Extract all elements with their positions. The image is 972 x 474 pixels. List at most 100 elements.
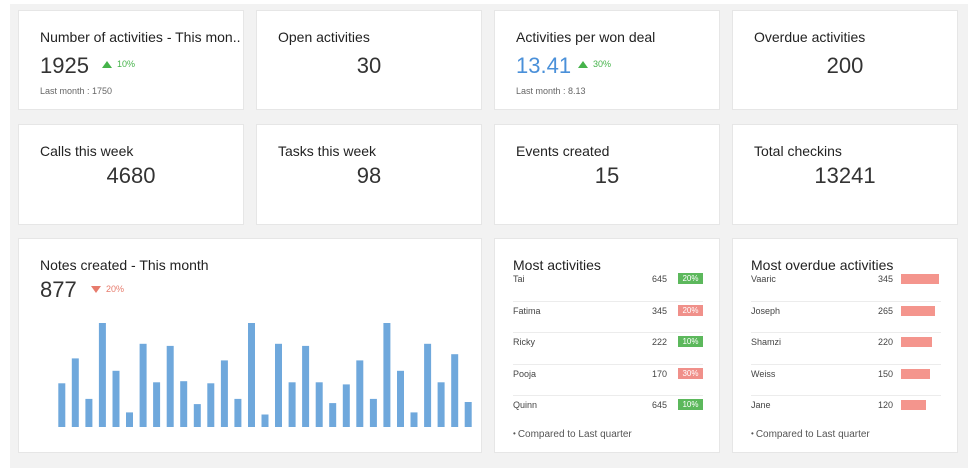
card-title: Events created <box>516 143 610 159</box>
list-item[interactable]: Weiss 150 <box>751 365 941 396</box>
arrow-down-icon <box>91 285 101 293</box>
card-value: 4680 <box>106 163 156 188</box>
list-item-name: Vaaric <box>751 274 776 284</box>
chart-bar[interactable] <box>98 323 106 427</box>
dashboard: Number of activities - This mon.. 1925 1… <box>10 4 968 468</box>
trend-indicator: 30% <box>578 59 611 69</box>
card-title: Open activities <box>278 29 370 45</box>
asterisk-icon: • <box>751 429 754 438</box>
chart-bar[interactable] <box>153 382 161 427</box>
chart-bar[interactable] <box>437 382 445 427</box>
asterisk-icon: • <box>513 429 516 438</box>
list-item-name: Joseph <box>751 305 781 316</box>
chart-bar[interactable] <box>234 398 242 427</box>
list-item-value: 645 <box>651 400 667 410</box>
card-title: Tasks this week <box>278 143 377 159</box>
list-item[interactable]: Shamzi 220 <box>751 333 941 365</box>
chart-bar[interactable] <box>193 404 201 427</box>
card-open-activities[interactable]: Open activities 30 <box>256 10 482 110</box>
chart-bar[interactable] <box>248 323 255 427</box>
card-checkins[interactable]: Total checkins 13241 <box>732 124 958 225</box>
percent-badge: 20% <box>678 304 703 316</box>
trend-value: 20% <box>106 284 125 294</box>
card-value: 1925 <box>40 53 89 78</box>
chart-bar[interactable] <box>126 412 133 427</box>
chart-bar[interactable] <box>288 382 296 427</box>
card-tasks[interactable]: Tasks this week 98 <box>256 124 482 225</box>
chart-bar[interactable] <box>464 402 472 427</box>
chart-bar[interactable] <box>261 414 269 428</box>
list-item[interactable]: Vaaric 345 <box>751 270 941 302</box>
list-item[interactable]: Fatima 345 20% <box>513 302 703 333</box>
card-most-activities[interactable]: Most activities Tai 645 20% Fatima 345 20% Ric… <box>494 238 720 453</box>
list-item-value: 222 <box>651 337 667 347</box>
card-value: 200 <box>826 53 864 78</box>
list-item-value: 120 <box>877 400 893 410</box>
list-item-value: 170 <box>651 368 667 379</box>
notes-bar-chart <box>58 323 472 428</box>
chart-bar[interactable] <box>85 398 93 427</box>
chart-bar[interactable] <box>58 383 66 427</box>
chart-bar[interactable] <box>397 370 404 427</box>
card-value: 15 <box>594 163 620 188</box>
list-item-name: Quinn <box>513 400 538 410</box>
card-title: Calls this week <box>40 143 134 159</box>
list-item-name: Tai <box>513 274 525 284</box>
chart-bar[interactable] <box>315 382 323 427</box>
card-value: 13.41 <box>516 53 572 78</box>
percent-badge: 20% <box>678 273 703 284</box>
card-notes[interactable]: Notes created - This month 877 20% <box>18 238 482 453</box>
trend-indicator: 10% <box>102 59 135 69</box>
list-item-name: Shamzi <box>751 337 782 347</box>
chart-bar[interactable] <box>410 412 418 427</box>
list-item[interactable]: Tai 645 20% <box>513 270 703 302</box>
card-title: Total checkins <box>754 143 842 159</box>
list-item-value: 220 <box>877 337 893 347</box>
chart-bar[interactable] <box>451 354 459 427</box>
chart-bar[interactable] <box>112 370 120 427</box>
chart-bar[interactable] <box>302 345 310 427</box>
list-item-name: Fatima <box>513 305 541 316</box>
card-title: Overdue activities <box>754 29 866 45</box>
list-item-name: Ricky <box>513 337 535 347</box>
percent-badge: 10% <box>678 336 703 347</box>
chart-bar[interactable] <box>166 345 174 427</box>
footnote-text: Compared to Last quarter <box>755 429 870 440</box>
list-item[interactable]: Quinn 645 10% <box>513 396 703 428</box>
card-title: Number of activities - This mon.. <box>40 29 241 45</box>
percent-badge: 30% <box>678 367 703 379</box>
card-subtext: Last month : 8.13 <box>516 86 586 96</box>
chart-bar[interactable] <box>220 360 228 427</box>
chart-bar[interactable] <box>139 343 147 427</box>
footnote: • Compared to Last quarter <box>513 429 632 440</box>
card-title: Notes created - This month <box>40 257 209 273</box>
card-value: 877 <box>40 277 77 302</box>
chart-bar[interactable] <box>342 384 350 427</box>
list-item[interactable]: Pooja 170 30% <box>513 365 703 396</box>
card-per-won-deal[interactable]: Activities per won deal 13.41 30% Last m… <box>494 10 720 110</box>
list-item[interactable]: Joseph 265 <box>751 302 941 333</box>
list-item[interactable]: Jane 120 <box>751 396 941 428</box>
card-overdue[interactable]: Overdue activities 200 <box>732 10 958 110</box>
chart-bar[interactable] <box>424 343 432 427</box>
chart-bar[interactable] <box>275 343 282 427</box>
chart-bar[interactable] <box>329 403 337 427</box>
chart-bar[interactable] <box>71 358 79 427</box>
list-item[interactable]: Ricky 222 10% <box>513 333 703 365</box>
chart-bar[interactable] <box>180 381 188 427</box>
card-calls[interactable]: Calls this week 4680 <box>18 124 244 225</box>
chart-bar[interactable] <box>369 398 377 427</box>
card-activities-month[interactable]: Number of activities - This mon.. 1925 1… <box>18 10 244 110</box>
card-most-overdue[interactable]: Most overdue activities Vaaric 345 Joseph 2… <box>732 238 958 453</box>
trend-indicator: 20% <box>91 284 124 294</box>
card-title: Most overdue activities <box>751 257 894 273</box>
chart-bar[interactable] <box>356 360 364 427</box>
arrow-up-icon <box>102 60 112 68</box>
overdue-bar <box>901 400 926 410</box>
card-title: Most activities <box>513 257 601 273</box>
chart-bar[interactable] <box>383 323 391 427</box>
trend-value: 30% <box>593 59 612 69</box>
card-events[interactable]: Events created 15 <box>494 124 720 225</box>
chart-bar[interactable] <box>207 383 215 427</box>
footnote: • Compared to Last quarter <box>751 429 870 440</box>
